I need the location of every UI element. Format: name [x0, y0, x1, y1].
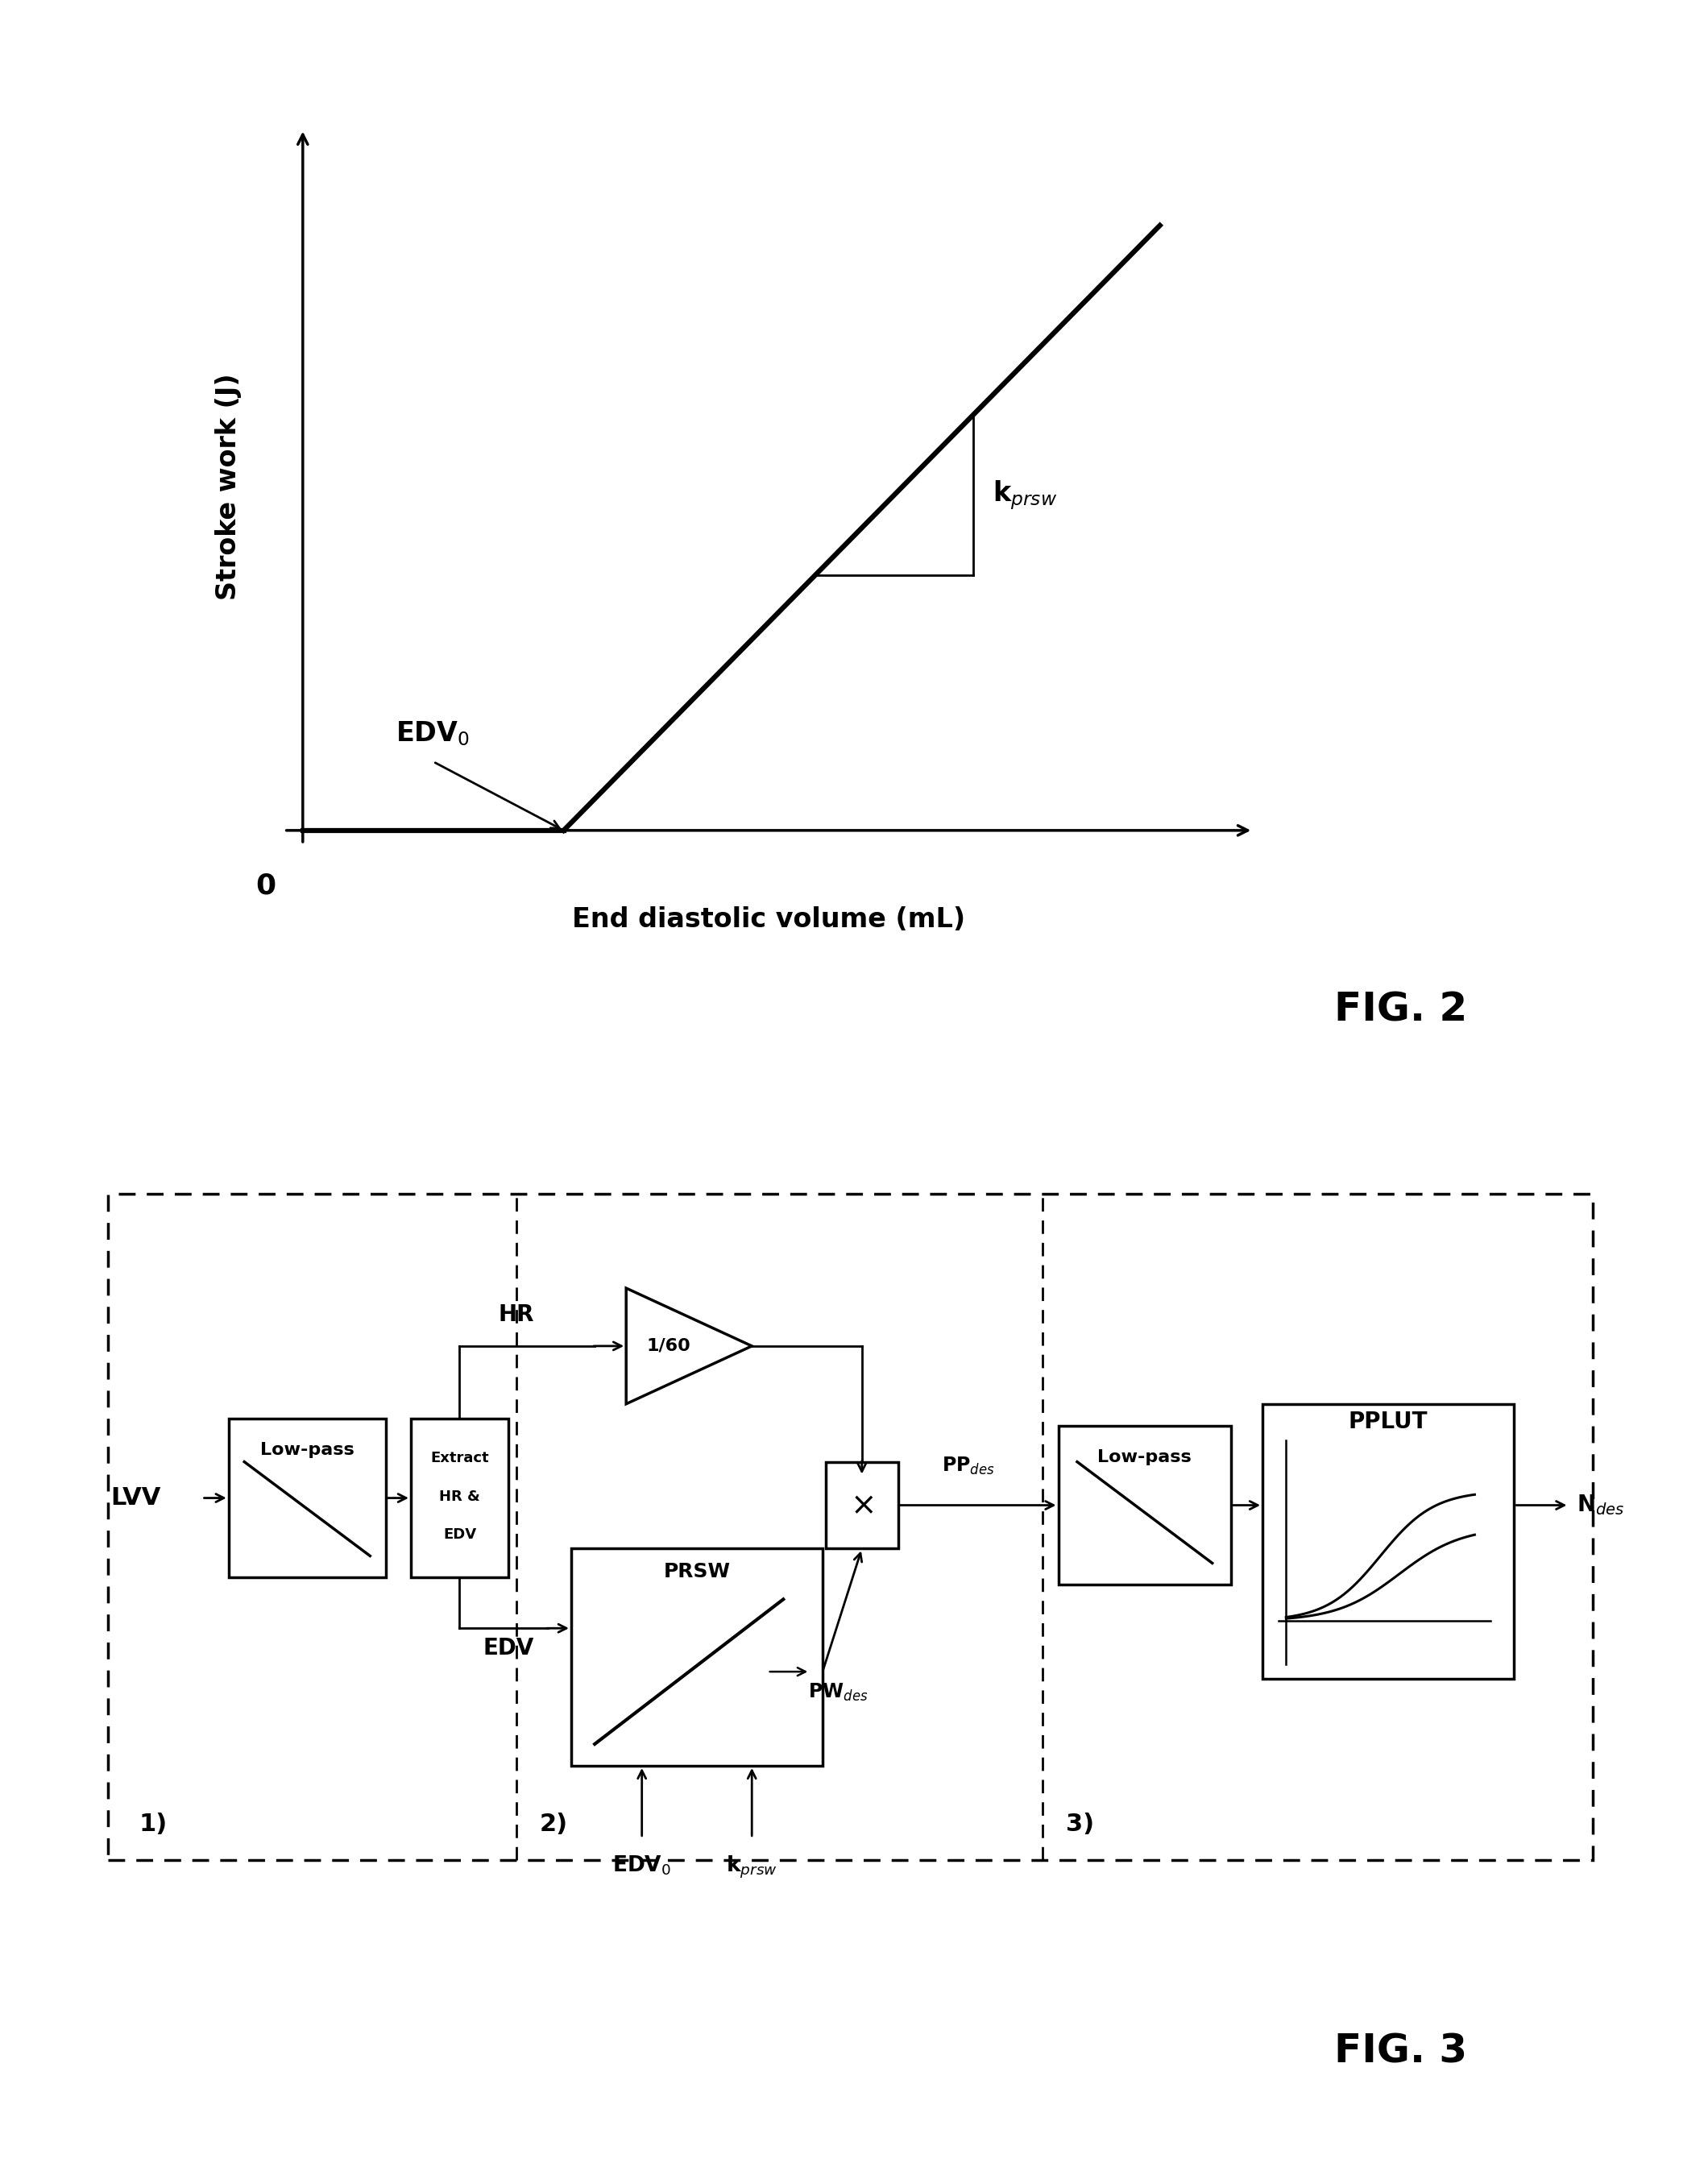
- Text: Low-pass: Low-pass: [260, 1442, 354, 1457]
- Bar: [1059, 1426, 1231, 1585]
- Bar: [229, 1418, 386, 1578]
- Text: EDV: EDV: [442, 1526, 477, 1541]
- Text: HR &: HR &: [439, 1489, 480, 1505]
- Bar: [570, 1548, 823, 1765]
- Bar: [108, 1194, 1592, 1861]
- Text: 0: 0: [256, 873, 275, 899]
- Text: 2): 2): [540, 1813, 569, 1837]
- Text: PRSW: PRSW: [663, 1563, 731, 1583]
- Text: Extract: Extract: [430, 1450, 488, 1465]
- Text: k$_{prsw}$: k$_{prsw}$: [726, 1854, 777, 1880]
- Text: PP$_{des}$: PP$_{des}$: [943, 1457, 996, 1476]
- Text: 3): 3): [1066, 1813, 1095, 1837]
- Text: $\times$: $\times$: [851, 1489, 874, 1520]
- Text: Low-pass: Low-pass: [1098, 1448, 1192, 1465]
- Text: LVV: LVV: [111, 1487, 161, 1509]
- Text: 1): 1): [138, 1813, 167, 1837]
- Text: Stroke work (J): Stroke work (J): [215, 373, 241, 599]
- Text: EDV$_0$: EDV$_0$: [613, 1854, 671, 1876]
- Text: PPLUT: PPLUT: [1349, 1411, 1428, 1433]
- Bar: [825, 1461, 898, 1548]
- Text: EDV$_0$: EDV$_0$: [396, 721, 470, 747]
- Text: HR: HR: [499, 1305, 535, 1326]
- Text: PW$_{des}$: PW$_{des}$: [808, 1683, 868, 1702]
- Bar: [1262, 1405, 1513, 1678]
- Text: FIG. 2: FIG. 2: [1334, 990, 1467, 1029]
- Text: EDV: EDV: [483, 1637, 535, 1659]
- Text: N$_{des}$: N$_{des}$: [1576, 1494, 1624, 1518]
- Bar: [412, 1418, 509, 1578]
- Text: k$_{prsw}$: k$_{prsw}$: [992, 478, 1057, 510]
- Text: FIG. 3: FIG. 3: [1334, 2032, 1467, 2071]
- Text: End diastolic volume (mL): End diastolic volume (mL): [572, 905, 965, 934]
- Text: 1/60: 1/60: [647, 1337, 690, 1355]
